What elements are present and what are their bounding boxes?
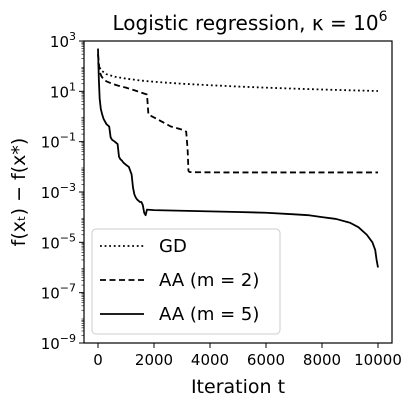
legend-label-gd: GD (159, 236, 187, 257)
series-line-aa-m-2 (97, 54, 378, 174)
chart-title-text: Logistic regression, κ = 10 (113, 11, 379, 35)
x-tick-label: 4000 (191, 351, 229, 369)
series-line-gd (97, 62, 379, 92)
x-tick-label: 6000 (247, 351, 285, 369)
chart-title: Logistic regression, κ = 106 (113, 9, 388, 35)
plot-frame (83, 40, 393, 344)
series-line-aa-m-5 (97, 48, 379, 268)
series-layer (97, 48, 379, 268)
x-tick-label: 10000 (354, 351, 402, 369)
y-tick-label: 10−5 (41, 231, 76, 252)
y-tick-label: 10−3 (41, 181, 76, 202)
x-tick-label: 0 (93, 351, 103, 369)
chart-title-superscript: 6 (379, 9, 388, 25)
x-tick-label: 2000 (135, 351, 173, 369)
legend-label-aa-m2: AA (m = 2) (159, 270, 259, 291)
x-axis-label: Iteration t (191, 376, 285, 398)
y-tick-label: 10−1 (41, 131, 76, 152)
y-tick-label: 10−9 (41, 332, 76, 353)
ticks-layer: 0 2000 4000 6000 8000 10000 103 101 10−1 10−3 10−5… (41, 30, 402, 369)
y-tick-label: 103 (50, 30, 76, 51)
legend: GD AA (m = 2) AA (m = 5) (91, 228, 281, 335)
legend-label-aa-m5: AA (m = 5) (159, 304, 259, 325)
y-tick-label: 101 (50, 80, 76, 101)
x-tick-label: 8000 (303, 351, 341, 369)
y-axis-label: f(xₜ) − f(x*) (8, 138, 30, 247)
y-tick-label: 10−7 (41, 282, 76, 303)
legend-box (91, 228, 281, 335)
